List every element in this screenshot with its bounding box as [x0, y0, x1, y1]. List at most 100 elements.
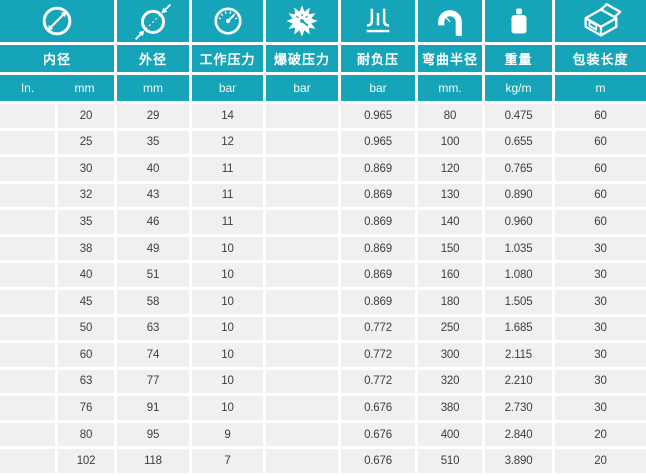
table-cell: 11: [192, 210, 263, 234]
col-header-working-pressure: 工作压力: [192, 45, 263, 72]
table-cell: [0, 210, 55, 234]
table-cell: 0.965: [341, 130, 415, 155]
table-cell: 10: [192, 369, 263, 394]
table-cell: 29: [117, 104, 189, 128]
table-cell: [0, 263, 55, 287]
table-cell: [0, 130, 55, 155]
table-cell: 76: [58, 396, 114, 420]
bend-radius-icon: [438, 10, 462, 36]
table-cell: 140: [418, 210, 482, 234]
table-cell: 0.869: [341, 210, 415, 234]
table-cell: 9: [192, 422, 263, 447]
table-cell: 0.869: [341, 157, 415, 181]
table-cell: [0, 289, 55, 314]
table-cell: 91: [117, 396, 189, 420]
table-cell: 11: [192, 157, 263, 181]
table-cell: 2.210: [485, 369, 552, 394]
table-cell: 0.869: [341, 289, 415, 314]
table-cell: 380: [418, 396, 482, 420]
weight-icon: [511, 8, 526, 34]
table-cell: 0.869: [341, 183, 415, 208]
table-cell: 80: [58, 422, 114, 447]
table-cell: 3.890: [485, 449, 552, 473]
table-cell: [0, 369, 55, 394]
table-cell: [266, 343, 338, 367]
table-cell: 10: [192, 263, 263, 287]
table-cell: 32: [58, 183, 114, 208]
col-header-bend-radius: 弯曲半径: [418, 45, 482, 72]
table-cell: 30: [555, 236, 646, 261]
table-cell: 63: [58, 369, 114, 394]
table-cell: 60: [555, 157, 646, 181]
table-cell: 40: [117, 157, 189, 181]
table-cell: 10: [192, 396, 263, 420]
table-cell: 1.080: [485, 263, 552, 287]
table-cell: 35: [117, 130, 189, 155]
table-cell: 2.730: [485, 396, 552, 420]
table-cell: 2.115: [485, 343, 552, 367]
table-cell: 11: [192, 183, 263, 208]
table-cell: [0, 316, 55, 341]
table-cell: [0, 396, 55, 420]
table-cell: 30: [58, 157, 114, 181]
unit-bend-radius: mm.: [418, 75, 482, 101]
table-cell: 58: [117, 289, 189, 314]
table-cell: 118: [117, 449, 189, 473]
col-header-weight: 重量: [485, 45, 552, 72]
table-cell: 10: [192, 236, 263, 261]
table-cell: 38: [58, 236, 114, 261]
table-cell: 0.765: [485, 157, 552, 181]
unit-burst-pressure: bar: [266, 75, 338, 101]
table-cell: 14: [192, 104, 263, 128]
table-cell: 30: [555, 289, 646, 314]
table-cell: [266, 422, 338, 447]
table-cell: 45: [58, 289, 114, 314]
unit-inner-diameter-inches: In.: [20, 81, 35, 95]
table-cell: 102: [58, 449, 114, 473]
table-cell: 0.676: [341, 396, 415, 420]
table-cell: 49: [117, 236, 189, 261]
table-cell: [0, 183, 55, 208]
table-cell: 46: [117, 210, 189, 234]
table-cell: 0.772: [341, 343, 415, 367]
pressure-gauge-icon: [213, 7, 242, 35]
burst-pressure-icon: [286, 5, 318, 37]
table-cell: 77: [117, 369, 189, 394]
table-cell: 10: [192, 343, 263, 367]
table-cell: 7: [192, 449, 263, 473]
package-length-icon: [584, 3, 621, 37]
table-cell: 60: [555, 104, 646, 128]
burst-pressure-icon-cell: [266, 0, 338, 42]
outer-diameter-icon-cell: [117, 0, 189, 42]
unit-vacuum-resistance: bar: [341, 75, 415, 101]
table-cell: [266, 316, 338, 341]
table-cell: [0, 449, 55, 473]
table-cell: 60: [58, 343, 114, 367]
col-header-outer-diameter: 外径: [117, 45, 189, 72]
table-cell: [0, 236, 55, 261]
table-cell: 510: [418, 449, 482, 473]
unit-working-pressure: bar: [192, 75, 263, 101]
table-cell: 0.965: [341, 104, 415, 128]
table-cell: 50: [58, 316, 114, 341]
bend-radius-icon-cell: [418, 0, 482, 42]
table-cell: 20: [555, 422, 646, 447]
package-length-icon-cell: [555, 0, 646, 42]
table-cell: 25: [58, 130, 114, 155]
table-cell: 60: [555, 130, 646, 155]
col-header-inner-diameter: 内径: [0, 45, 114, 72]
table-cell: [266, 263, 338, 287]
weight-icon-cell: [485, 0, 552, 42]
table-cell: [0, 422, 55, 447]
table-cell: 30: [555, 396, 646, 420]
table-cell: 40: [58, 263, 114, 287]
table-cell: 0.655: [485, 130, 552, 155]
table-cell: 2.840: [485, 422, 552, 447]
table-cell: [266, 236, 338, 261]
table-cell: [266, 396, 338, 420]
table-cell: 250: [418, 316, 482, 341]
table-cell: 0.772: [341, 316, 415, 341]
table-cell: 60: [555, 210, 646, 234]
table-cell: [0, 157, 55, 181]
table-cell: 100: [418, 130, 482, 155]
